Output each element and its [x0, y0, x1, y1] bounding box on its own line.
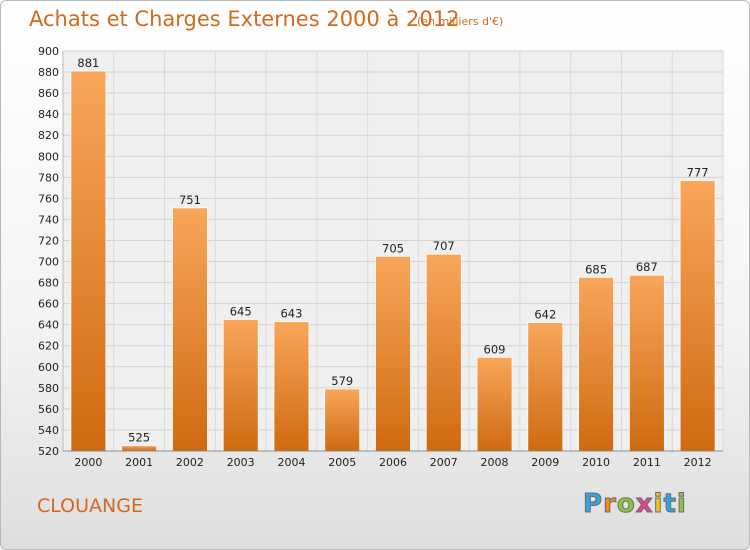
y-tick-label: 680 [38, 277, 59, 290]
bar [172, 207, 208, 452]
bar-value-label: 642 [534, 308, 556, 322]
bar-value-label: 685 [585, 262, 607, 276]
x-tick-label: 2000 [74, 456, 102, 469]
x-tick-label: 2008 [481, 456, 509, 469]
y-tick-label: 840 [38, 108, 59, 121]
bar-value-label: 645 [230, 304, 252, 318]
bar [70, 70, 107, 452]
bar-value-label: 777 [687, 165, 709, 179]
y-tick-label: 780 [38, 171, 59, 184]
bar-value-label: 579 [331, 374, 353, 388]
logo-letter: P [582, 489, 604, 520]
y-tick-label: 720 [38, 234, 59, 247]
x-tick-label: 2001 [125, 456, 153, 469]
logo-letter: i [676, 489, 687, 520]
axes: 520 540 560 580 600 620 640 660 680 700 720 740 760 7… [38, 45, 723, 469]
y-tick-label: 600 [38, 361, 59, 374]
bar [476, 356, 513, 452]
y-tick-label: 660 [38, 298, 59, 311]
logo-letter: i [653, 489, 664, 520]
bar [324, 388, 361, 452]
logo-letter: t [663, 489, 677, 520]
logo-letter: x [635, 489, 654, 520]
y-tick-label: 580 [38, 382, 59, 395]
y-tick-label: 540 [38, 424, 59, 437]
x-tick-label: 2010 [582, 456, 610, 469]
y-tick-label: 900 [38, 45, 59, 58]
bar [679, 180, 716, 452]
x-tick-label: 2012 [684, 456, 712, 469]
bar-value-label: 525 [128, 431, 150, 445]
bar-value-label: 751 [179, 193, 201, 207]
proxiti-logo[interactable]: Proxiti [582, 489, 687, 520]
y-tick-label: 800 [38, 150, 59, 163]
bar-value-label: 643 [280, 307, 302, 321]
y-tick-label: 740 [38, 213, 59, 226]
x-tick-label: 2004 [277, 456, 305, 469]
bar [375, 255, 411, 452]
bar [527, 322, 564, 452]
bar-value-label: 687 [636, 260, 658, 274]
y-tick-label: 860 [38, 87, 59, 100]
logo-letter: r [603, 489, 617, 520]
bar [222, 319, 259, 452]
x-tick-label: 2011 [633, 456, 661, 469]
bar [425, 253, 462, 452]
x-tick-label: 2006 [379, 456, 407, 469]
x-tick-label: 2009 [531, 456, 559, 469]
bar [121, 445, 158, 452]
chart-title: Achats et Charges Externes 2000 à 2012 [29, 7, 460, 31]
x-tick-label: 2005 [328, 456, 356, 469]
bar [273, 321, 310, 452]
y-tick-label: 640 [38, 319, 59, 332]
y-tick-label: 700 [38, 256, 59, 269]
y-tick-label: 760 [38, 192, 59, 205]
logo-letter: o [616, 489, 636, 520]
bar [628, 274, 665, 452]
y-tick-label: 520 [38, 445, 59, 458]
y-tick-label: 560 [38, 403, 59, 416]
bars: 881 525 751 645 643 579 705 707 609 642 685 687 777 [70, 56, 716, 452]
chart-subtitle: (en milliers d'€) [417, 15, 504, 28]
x-tick-label: 2007 [430, 456, 458, 469]
bar-value-label: 609 [484, 342, 506, 356]
bar-value-label: 881 [77, 56, 99, 70]
y-tick-label: 880 [38, 66, 59, 79]
bar-value-label: 707 [433, 239, 455, 253]
bar-value-label: 705 [382, 241, 404, 255]
commune-name: CLOUANGE [37, 495, 143, 517]
y-tick-label: 620 [38, 340, 59, 353]
x-tick-label: 2002 [176, 456, 204, 469]
y-tick-label: 820 [38, 129, 59, 142]
x-tick-label: 2003 [227, 456, 255, 469]
bar [578, 276, 614, 452]
